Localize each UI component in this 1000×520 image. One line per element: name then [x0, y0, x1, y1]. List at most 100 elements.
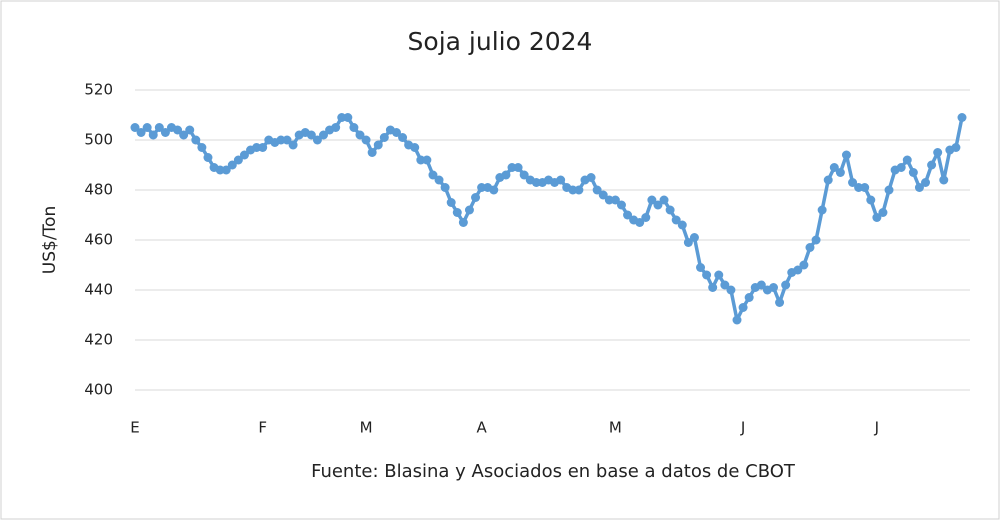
data-point	[173, 125, 183, 135]
data-point	[884, 185, 894, 195]
data-point	[440, 183, 450, 192]
data-point	[896, 163, 906, 172]
data-point	[689, 233, 699, 242]
data-point	[367, 148, 377, 157]
data-point	[501, 170, 511, 180]
data-point	[811, 235, 821, 245]
data-point	[957, 113, 967, 122]
data-point	[288, 140, 298, 150]
data-point	[702, 270, 712, 280]
data-point	[185, 125, 195, 135]
data-point	[239, 150, 249, 160]
data-point	[939, 175, 949, 185]
data-point	[610, 195, 620, 205]
data-point	[434, 175, 444, 185]
data-point	[136, 128, 146, 137]
data-point	[233, 155, 243, 165]
y-tick-label: 400	[84, 381, 113, 399]
data-point	[768, 283, 778, 292]
data-point	[282, 135, 292, 145]
data-point	[489, 185, 499, 195]
x-tick-label: A	[476, 419, 487, 437]
data-point	[635, 218, 645, 227]
data-point	[732, 315, 742, 325]
data-point	[513, 163, 523, 172]
data-point	[775, 298, 785, 307]
data-point	[872, 213, 882, 222]
data-point	[908, 168, 918, 177]
y-tick-label: 440	[84, 281, 113, 299]
data-point	[203, 153, 213, 162]
source-note: Fuente: Blasina y Asociados en base a da…	[311, 461, 796, 482]
data-point	[446, 198, 456, 207]
data-point	[355, 130, 365, 140]
data-point	[556, 175, 566, 185]
y-axis-label: US$/Ton	[40, 206, 60, 274]
data-point	[726, 285, 736, 295]
data-point	[191, 135, 201, 145]
data-point	[379, 133, 389, 142]
data-point	[221, 165, 231, 175]
data-point	[148, 130, 158, 140]
data-point	[805, 243, 815, 252]
data-point	[592, 185, 602, 195]
data-point	[598, 190, 608, 200]
chart-title: Soja julio 2024	[408, 27, 593, 56]
data-point	[756, 280, 766, 290]
data-point	[391, 128, 401, 137]
data-point	[647, 195, 657, 205]
data-point	[738, 303, 748, 312]
data-point	[793, 265, 803, 275]
data-point	[458, 218, 468, 227]
data-point	[671, 215, 681, 225]
data-point	[902, 155, 912, 165]
data-point	[343, 113, 353, 122]
y-tick-label: 420	[84, 331, 113, 349]
data-point	[921, 178, 931, 187]
data-point	[331, 123, 341, 132]
data-point	[464, 205, 474, 215]
data-point	[823, 175, 833, 185]
data-point	[841, 150, 851, 160]
data-point	[154, 123, 164, 132]
x-tick-label: M	[609, 419, 622, 437]
data-point	[319, 130, 329, 140]
data-point	[683, 238, 693, 247]
data-point	[720, 280, 730, 290]
data-point	[142, 123, 152, 132]
data-point	[744, 293, 754, 302]
y-tick-label: 520	[84, 81, 113, 99]
data-point	[641, 213, 651, 222]
data-point	[306, 130, 316, 140]
data-point	[878, 208, 888, 217]
y-tick-label: 480	[84, 181, 113, 199]
data-point	[258, 143, 268, 152]
x-tick-label: J	[874, 419, 879, 437]
data-point	[714, 270, 724, 280]
data-point	[653, 200, 663, 210]
x-tick-label: E	[130, 419, 139, 437]
data-point	[866, 195, 876, 205]
data-point	[616, 200, 626, 210]
data-point	[160, 128, 170, 137]
data-point	[829, 163, 839, 172]
data-point	[361, 135, 371, 145]
data-point	[623, 210, 633, 220]
data-point	[817, 205, 827, 215]
y-tick-label: 460	[84, 231, 113, 249]
data-point	[696, 263, 706, 272]
data-point	[197, 143, 207, 152]
data-point	[471, 193, 481, 202]
data-point	[373, 140, 383, 150]
data-point	[848, 178, 858, 187]
x-tick-label: M	[360, 419, 373, 437]
data-point	[914, 183, 924, 192]
data-point	[860, 183, 870, 192]
data-point	[708, 283, 718, 292]
data-point	[519, 170, 529, 180]
y-tick-label: 500	[84, 131, 113, 149]
data-point	[130, 123, 140, 132]
data-point	[349, 123, 359, 132]
